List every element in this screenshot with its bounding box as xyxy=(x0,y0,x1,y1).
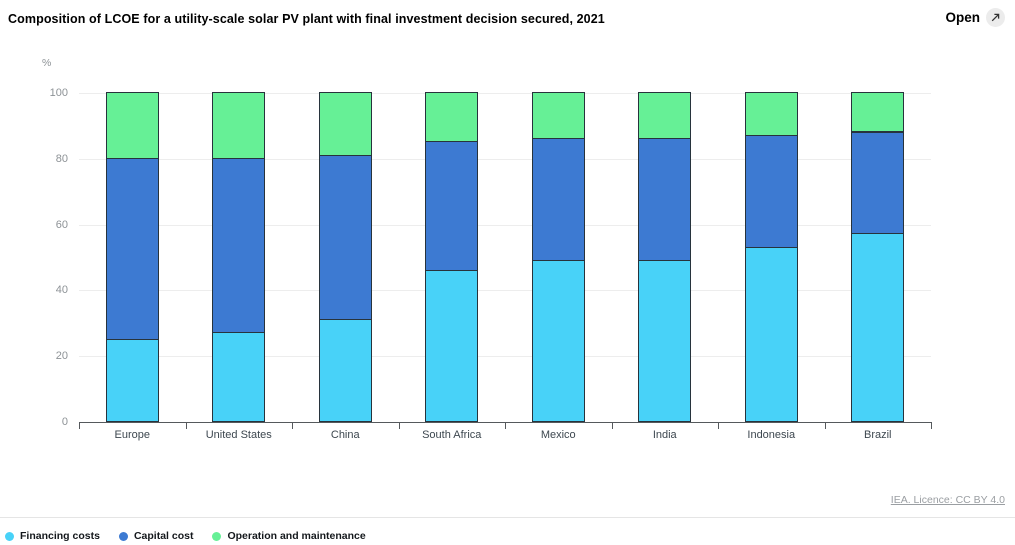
bar-segment[interactable] xyxy=(851,92,905,133)
bar-segment[interactable] xyxy=(212,157,266,334)
gridline xyxy=(79,158,931,160)
bar-segment[interactable] xyxy=(425,92,479,143)
legend-label: Financing costs xyxy=(20,530,100,542)
bar-segment[interactable] xyxy=(531,138,585,261)
y-tick-label: 20 xyxy=(55,350,68,363)
open-button-label: Open xyxy=(945,10,980,25)
y-axis-unit-label: % xyxy=(42,57,52,69)
bar-segment[interactable] xyxy=(318,154,372,321)
gridline xyxy=(79,224,931,226)
bar-segment[interactable] xyxy=(531,92,585,140)
x-axis-tick xyxy=(505,422,506,429)
bar-segment[interactable] xyxy=(638,92,692,140)
y-tick-label: 40 xyxy=(55,284,68,297)
bar-segment[interactable] xyxy=(744,92,798,136)
y-tick-label: 0 xyxy=(61,416,68,428)
x-tick-label: Mexico xyxy=(540,429,576,441)
bar-segment[interactable] xyxy=(105,338,159,422)
bar-segment[interactable] xyxy=(105,157,159,340)
legend-item[interactable]: Operation and maintenance xyxy=(212,530,366,542)
x-tick-label: Brazil xyxy=(863,429,892,441)
external-link-icon xyxy=(986,8,1005,27)
x-axis-line xyxy=(79,422,931,423)
bar-segment[interactable] xyxy=(531,259,585,422)
x-tick-label: Indonesia xyxy=(747,429,796,441)
bar-segment[interactable] xyxy=(318,319,372,422)
bar-segment[interactable] xyxy=(318,92,372,156)
x-tick-label: United States xyxy=(205,429,272,441)
x-axis-tick xyxy=(79,422,80,429)
x-axis-tick xyxy=(292,422,293,429)
legend: Financing costs Capital cost Operation and… xyxy=(5,530,366,542)
legend-dot xyxy=(118,531,128,541)
legend-item[interactable]: Capital cost xyxy=(118,530,194,542)
bar-segment[interactable] xyxy=(744,246,798,422)
bar-segment[interactable] xyxy=(638,138,692,261)
bar-segment[interactable] xyxy=(105,92,159,159)
x-tick-label: Europe xyxy=(114,429,150,441)
licence-link[interactable]: IEA. Licence: CC BY 4.0 xyxy=(890,494,1005,506)
bar-segment[interactable] xyxy=(425,141,479,271)
bar-segment[interactable] xyxy=(851,233,905,422)
x-axis-tick xyxy=(185,422,187,429)
chart-title: Composition of LCOE for a utility-scale … xyxy=(8,12,605,26)
bar-segment[interactable] xyxy=(425,269,479,422)
x-tick-label: South Africa xyxy=(422,429,482,441)
y-tick-label: 100 xyxy=(49,87,68,99)
x-axis-tick xyxy=(718,422,719,429)
bar-segment[interactable] xyxy=(212,332,266,422)
open-button[interactable]: Open xyxy=(945,8,1005,27)
plot-area xyxy=(79,92,931,423)
bar-segment[interactable] xyxy=(212,92,266,159)
bar-segment[interactable] xyxy=(744,134,798,248)
x-axis-tick xyxy=(398,422,400,429)
footer-divider xyxy=(0,517,1015,518)
y-tick-label: 60 xyxy=(55,218,68,231)
legend-label: Operation and maintenance xyxy=(227,530,366,542)
gridline xyxy=(79,356,931,358)
gridline xyxy=(79,93,931,94)
x-axis-tick xyxy=(824,422,826,429)
x-axis-tick xyxy=(931,422,932,429)
x-tick-label: China xyxy=(330,429,360,441)
y-tick-label: 80 xyxy=(55,152,68,165)
x-tick-label: India xyxy=(652,429,677,441)
legend-dot xyxy=(5,531,14,541)
bar-segment[interactable] xyxy=(638,259,692,422)
legend-label: Capital cost xyxy=(133,530,194,542)
gridline xyxy=(79,290,931,292)
bar-segment[interactable] xyxy=(851,131,905,235)
legend-item[interactable]: Financing costs xyxy=(5,530,100,542)
legend-dot xyxy=(212,531,222,541)
x-axis-tick xyxy=(611,422,613,429)
